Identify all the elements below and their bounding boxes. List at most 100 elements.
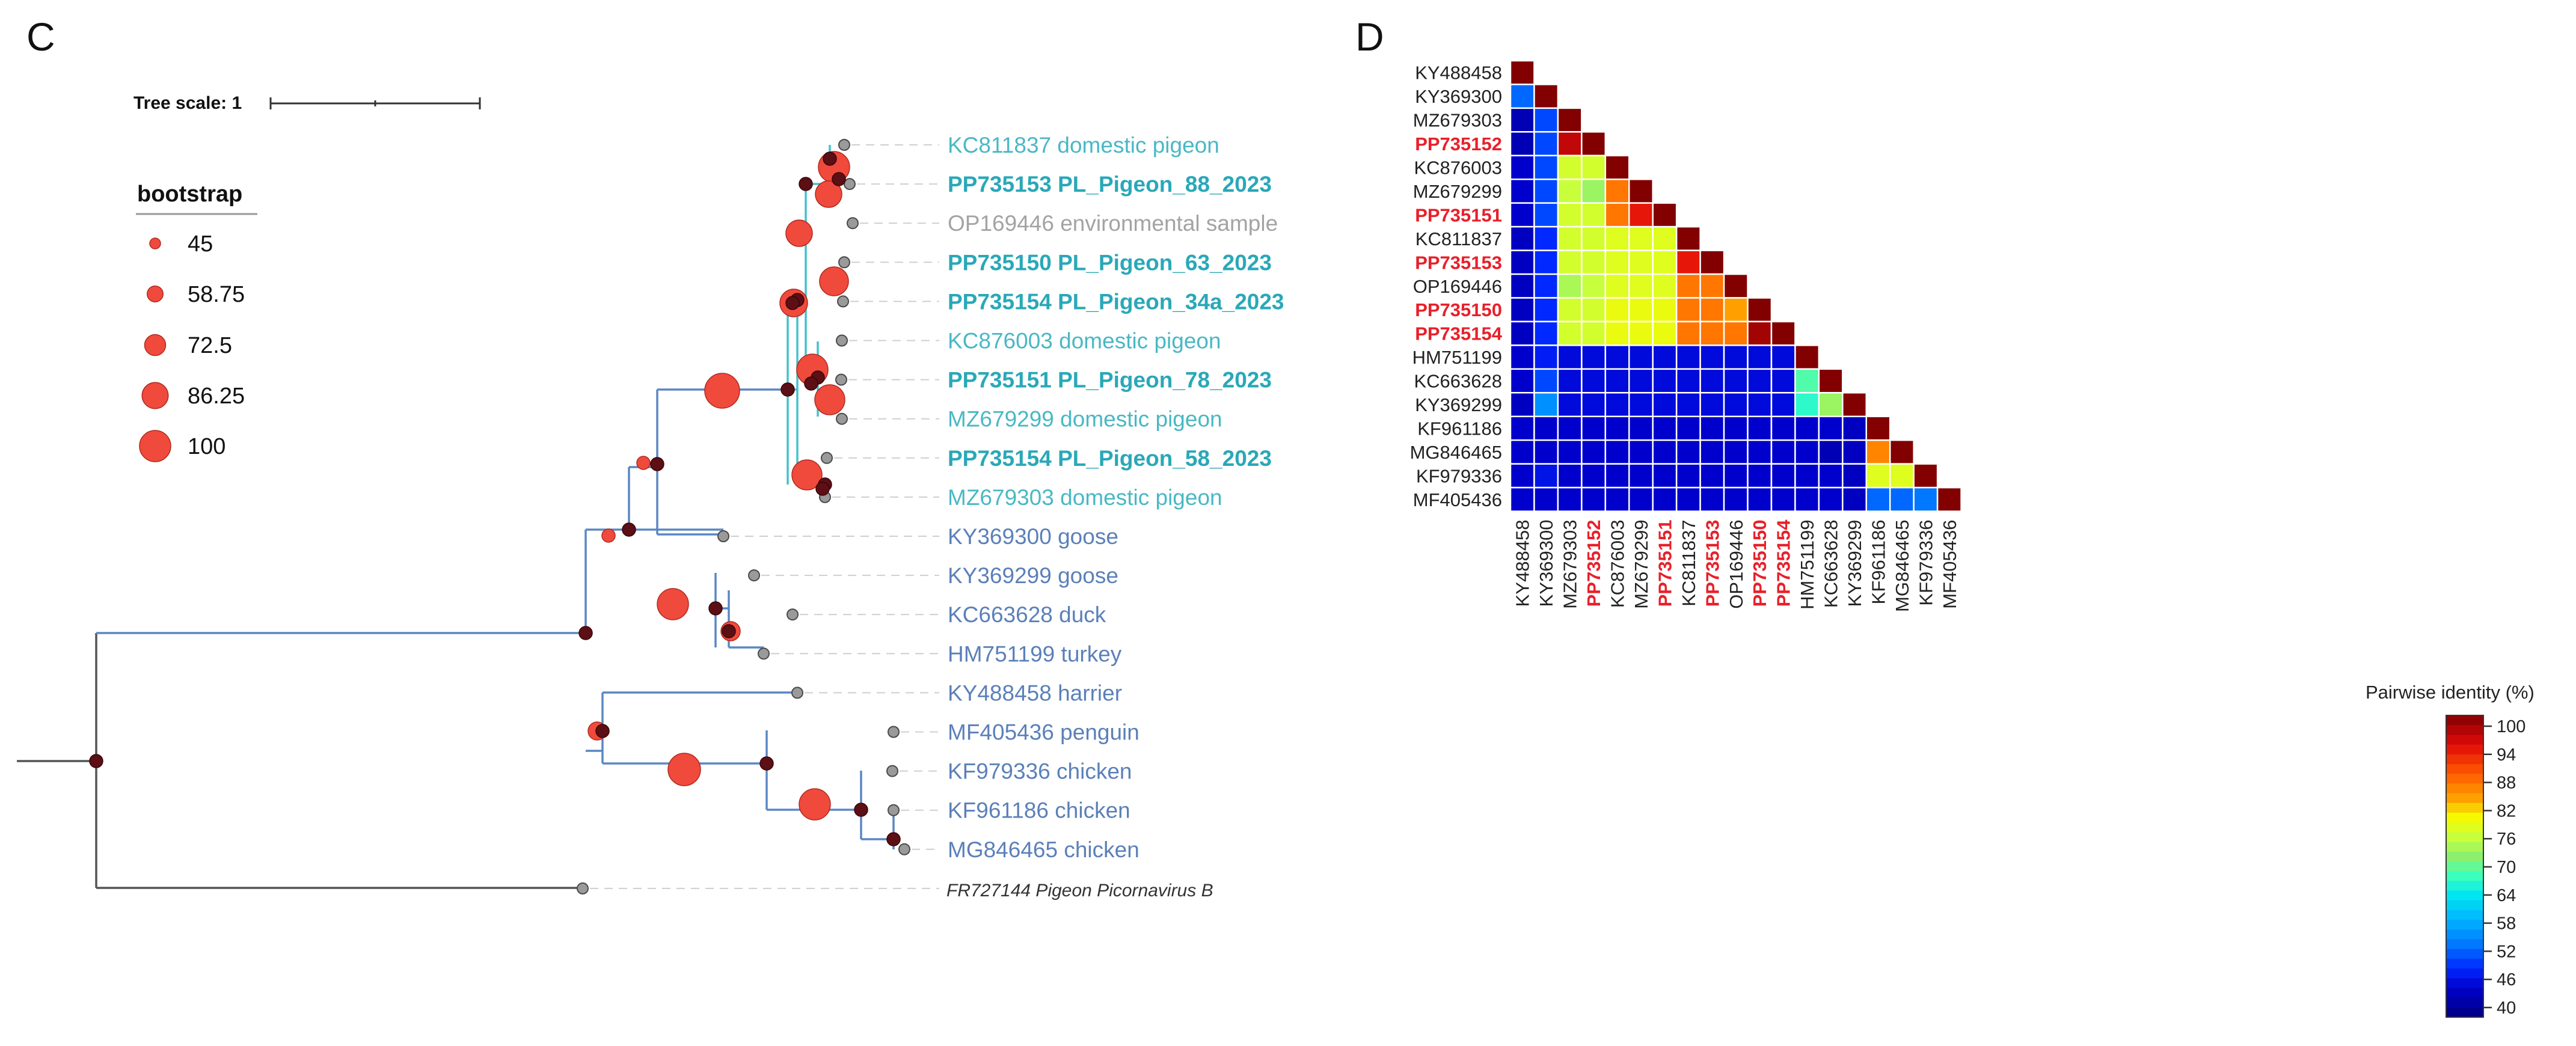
internal-node (578, 626, 593, 640)
colorbar-segment (2446, 988, 2483, 999)
tip-node (898, 843, 910, 855)
heatmap-col-label: MG846465 (1892, 520, 1913, 612)
heatmap-cell (1509, 60, 1535, 85)
colorbar-segment (2446, 842, 2483, 852)
internal-node (854, 803, 868, 817)
heatmap-cell (1628, 486, 1654, 512)
heatmap-cell (1842, 439, 1868, 465)
heatmap-col-label: KY369300 (1536, 520, 1557, 607)
taxon-label: KY369300 goose (948, 524, 1118, 549)
heatmap-cell (1913, 486, 1939, 512)
heatmap-row-label: PP735150 (1415, 299, 1502, 320)
heatmap-cell (1770, 439, 1796, 465)
heatmap-row-label: MG846465 (1410, 442, 1502, 463)
heatmap-cell (1533, 107, 1559, 133)
taxon-label: HM751199 turkey (948, 641, 1122, 666)
heatmap-cell (1557, 273, 1583, 299)
colorbar-segment (2446, 871, 2483, 881)
heatmap-cell (1509, 202, 1535, 228)
bootstrap-circle (636, 456, 651, 470)
heatmap-cell (1557, 249, 1583, 275)
tree-scale-label: Tree scale: 1 (133, 93, 242, 113)
heatmap-cell (1533, 368, 1559, 394)
heatmap-cell (1699, 463, 1725, 489)
heatmap-row-label: KF961186 (1417, 418, 1502, 439)
taxon-label: KC876003 domestic pigeon (948, 329, 1221, 353)
colorbar-tick-label: 64 (2497, 886, 2516, 905)
internal-node (622, 522, 636, 537)
heatmap-row-label: KC663628 (1414, 371, 1502, 392)
heatmap-cell (1628, 439, 1654, 465)
heatmap-cell (1675, 392, 1701, 417)
heatmap-cell (1557, 107, 1583, 133)
colorbar-tick-label: 100 (2497, 717, 2525, 736)
heatmap-col-label: PP735151 (1654, 520, 1675, 607)
heatmap-cell (1533, 249, 1559, 275)
bootstrap-legend: bootstrap 45 58.75 72.5 86.25 100 (136, 182, 257, 462)
heatmap-cell (1581, 368, 1607, 394)
tip-node (836, 334, 848, 347)
heatmap-cell (1723, 486, 1749, 512)
tip-node (821, 451, 833, 464)
heatmap-cell (1581, 486, 1607, 512)
heatmap-cell (1723, 392, 1749, 417)
heatmap-cell (1770, 320, 1796, 346)
taxon-label: KY488458 harrier (948, 681, 1122, 705)
colorbar-segment (2446, 783, 2483, 794)
tip-node (748, 569, 760, 582)
heatmap-cell (1770, 415, 1796, 441)
internal-node (815, 482, 830, 496)
tip-node (836, 412, 848, 425)
internal-node (759, 756, 774, 771)
colorbar-segment (2446, 822, 2483, 833)
bootstrap-circle (799, 788, 831, 821)
heatmap-cell (1652, 297, 1678, 323)
colorbar-segment (2446, 939, 2483, 950)
heatmap-cell (1652, 392, 1678, 417)
heatmap-cell (1581, 249, 1607, 275)
heatmap-row-label: KF979336 (1416, 465, 1502, 486)
colorbar-tick-label: 82 (2497, 801, 2516, 821)
heatmap-cell (1604, 368, 1630, 394)
colorbar-segment (2446, 851, 2483, 862)
heatmap-cell (1533, 179, 1559, 204)
heatmap-cell (1652, 273, 1678, 299)
heatmap-cell (1557, 344, 1583, 370)
taxon-label: KF961186 chicken (948, 798, 1130, 823)
heatmap-cell (1699, 439, 1725, 465)
tree-scale: Tree scale: 1 (133, 93, 481, 113)
heatmap-cell (1604, 202, 1630, 228)
heatmap-col-label: OP169446 (1726, 520, 1747, 609)
heatmap-cell (1581, 154, 1607, 180)
heatmap-col-label: PP735154 (1773, 519, 1794, 607)
heatmap-cell (1770, 344, 1796, 370)
heatmap-cell (1723, 368, 1749, 394)
taxon-label: PP735154 PL_Pigeon_58_2023 (948, 446, 1272, 471)
heatmap-row-label: PP735154 (1415, 323, 1503, 344)
colorbar-title: Pairwise identity (%) (2366, 682, 2535, 703)
heatmap-cell (1723, 439, 1749, 465)
heatmap-cell (1533, 439, 1559, 465)
heatmap-cell (1628, 392, 1654, 417)
heatmap-cell (1509, 154, 1535, 180)
heatmap-cell (1889, 439, 1915, 465)
heatmap-row-label: KC811837 (1415, 228, 1502, 249)
heatmap-cell (1581, 225, 1607, 251)
heatmap-cell (1557, 154, 1583, 180)
heatmap-cell (1628, 202, 1654, 228)
panel-label-c: C (26, 14, 55, 59)
heatmap-cell (1675, 297, 1701, 323)
heatmap-row-label: MZ679303 (1413, 110, 1502, 131)
internal-node (832, 172, 846, 186)
heatmap-cell (1747, 439, 1773, 465)
internal-node (650, 457, 664, 471)
heatmap-cell (1794, 463, 1820, 489)
colorbar-segment (2446, 958, 2483, 969)
legend-label-3: 86.25 (188, 384, 245, 409)
taxon-label: MZ679303 domestic pigeon (948, 485, 1222, 510)
heatmap-cell (1509, 368, 1535, 394)
heatmap-cell (1581, 320, 1607, 346)
heatmap-cell (1652, 486, 1678, 512)
tip-node (888, 726, 900, 738)
